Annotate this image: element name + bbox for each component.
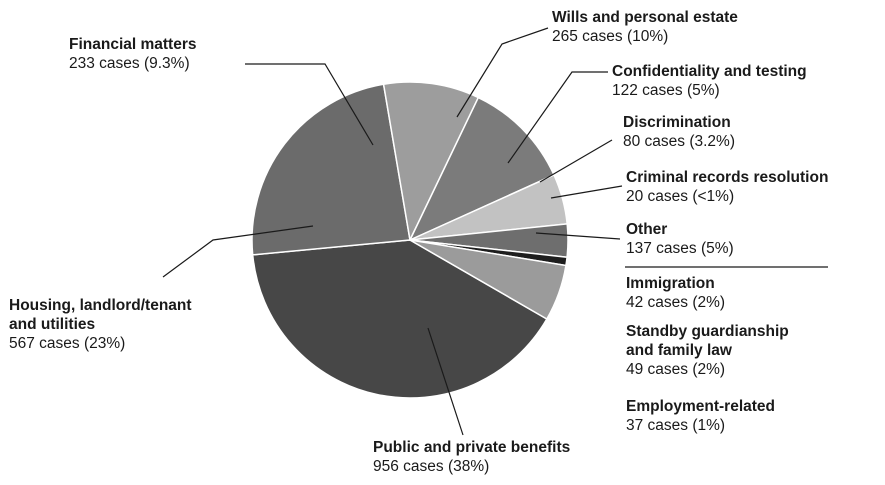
label-category: Wills and personal estate [552,9,738,26]
label-value: 42 cases (2%) [626,294,726,311]
leader-line-financial-matters [245,63,374,146]
label-category: Immigration [626,275,715,292]
pie-slice-other [409,239,567,320]
pie-slice-housing-landlord-tenant-and-utilities [251,83,411,256]
leader-line-discrimination [539,139,613,183]
leader-line-public-benefits [427,327,464,436]
label-confidentiality: Confidentiality and testing 122 cases (5… [612,62,807,100]
label-wills: Wills and personal estate 265 cases (10%… [552,8,738,46]
leader-line-confidentiality [507,71,608,164]
label-value: 265 cases (10%) [552,28,669,45]
label-other: Other 137 cases (5%) [626,220,734,258]
label-standby-guardianship: Standby guardianship and family law 49 c… [626,322,816,379]
pie-slice-public-and-private-benefits [251,239,548,399]
label-category: Criminal records resolution [626,169,829,186]
label-value: 37 cases (1%) [626,417,726,434]
label-value: 80 cases (3.2%) [623,133,735,150]
label-discrimination: Discrimination 80 cases (3.2%) [623,113,735,151]
label-value: 956 cases (38%) [373,458,490,475]
label-category: Employment-related [626,398,776,415]
label-category: Housing, landlord/tenant and utilities [9,297,192,333]
label-housing: Housing, landlord/tenant and utilities 5… [9,296,204,353]
label-category: Public and private benefits [373,439,571,456]
leader-line-criminal-records [550,185,623,199]
leader-lines [162,27,828,436]
label-criminal-records: Criminal records resolution 20 cases (<1… [626,168,828,206]
label-value: 122 cases (5%) [612,82,720,99]
label-value: 233 cases (9.3%) [69,55,190,72]
label-financial-matters: Financial matters 233 cases (9.3%) [69,35,197,73]
label-category: Other [626,221,668,238]
label-value: 20 cases (<1%) [626,188,735,205]
label-value: 567 cases (23%) [9,335,126,352]
leader-line-housing [162,225,314,278]
label-value: 137 cases (5%) [626,240,734,257]
label-category: Confidentiality and testing [612,63,807,80]
label-value: 49 cases (2%) [626,361,726,378]
label-category: Discrimination [623,114,731,131]
label-employment: Employment-related 37 cases (1%) [626,397,775,435]
label-category: Standby guardianship and family law [626,323,789,359]
leader-line-wills [456,27,549,118]
leader-line-other [535,232,621,240]
label-public-benefits: Public and private benefits 956 cases (3… [373,438,570,476]
label-immigration: Immigration 42 cases (2%) [626,274,725,312]
pie-slices [251,81,569,399]
pie-slice-financial-matters [382,81,480,241]
label-category: Financial matters [69,36,197,53]
pie-slice-wills-and-personal-estate [409,96,555,241]
